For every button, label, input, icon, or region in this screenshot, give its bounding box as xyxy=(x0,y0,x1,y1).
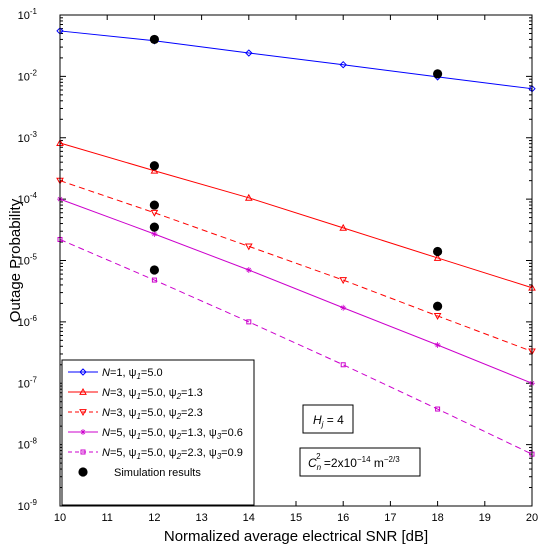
annotation-box xyxy=(299,447,421,477)
series-line xyxy=(59,239,533,455)
triangle-down-marker xyxy=(339,277,348,285)
star-marker xyxy=(340,304,347,311)
triangle-down-marker xyxy=(79,409,87,417)
square-marker xyxy=(151,277,157,283)
x-tick-label: 19 xyxy=(479,512,491,524)
y-axis-title: Outage Probability xyxy=(7,198,24,322)
star-marker xyxy=(151,231,158,238)
tick-labels: 10 11 12 13 14 15 16 17 18 19 2010-910-810-710-610… xyxy=(18,7,539,524)
triangle-up-marker xyxy=(244,193,253,201)
series-line xyxy=(59,198,533,384)
x-tick-label: 10 xyxy=(54,512,66,524)
x-tick-label: 18 xyxy=(431,512,443,524)
x-tick-label: 16 xyxy=(337,512,349,524)
legend-label: N=3, ψ1=5.0, ψ2=1.3 xyxy=(102,387,203,401)
triangle-down-marker xyxy=(150,209,159,217)
plot-frame xyxy=(59,14,533,507)
triangle-up-marker xyxy=(79,387,87,395)
x-axis-title: Normalized average electrical SNR [dB] xyxy=(164,528,428,545)
star-marker xyxy=(434,341,441,348)
simulation-point xyxy=(78,467,88,477)
x-tick-label: 14 xyxy=(243,512,255,524)
simulation-points-layer xyxy=(149,34,443,311)
diamond-marker xyxy=(79,368,87,376)
legend-label: N=5, ψ1=5.0, ψ2=1.3, ψ3=0.6 xyxy=(102,427,243,441)
star-marker xyxy=(80,429,86,435)
annotations: Hj = 4 Cn2 =2x10−14 m−2/3 xyxy=(299,404,421,477)
series-line xyxy=(59,142,533,289)
x-tick-label: 13 xyxy=(195,512,207,524)
triangle-up-marker xyxy=(339,223,348,231)
annotation-cn2: Cn2 =2x10−14 m−2/3 xyxy=(308,452,400,472)
annotation-box xyxy=(302,404,354,434)
simulation-point xyxy=(149,222,159,232)
diamond-marker xyxy=(245,49,253,57)
annotation-hj: Hj = 4 xyxy=(313,413,344,429)
triangle-down-marker xyxy=(433,313,442,320)
star-marker xyxy=(245,267,252,274)
series-line xyxy=(59,30,533,90)
square-marker xyxy=(340,362,346,368)
x-tick-label: 17 xyxy=(384,512,396,524)
legend-label: Simulation results xyxy=(114,467,201,479)
x-tick-label: 20 xyxy=(526,512,538,524)
x-tick-label: 11 xyxy=(101,512,112,524)
triangle-up-marker xyxy=(150,166,159,174)
square-marker xyxy=(435,406,441,412)
simulation-point xyxy=(433,301,443,311)
simulation-point xyxy=(433,246,443,257)
square-marker xyxy=(246,319,252,325)
x-tick-label: 15 xyxy=(290,512,302,524)
legend: N=1, ψ1=5.0 N=3, ψ1=5.0, ψ2=1.3 N=3, ψ1=5.… xyxy=(61,359,255,506)
triangle-up-marker xyxy=(433,253,442,261)
legend-label: N=1, ψ1=5.0 xyxy=(102,367,163,381)
legend-label: N=5, ψ1=5.0, ψ2=2.3, ψ3=0.9 xyxy=(102,447,243,461)
x-tick-label: 12 xyxy=(148,512,160,524)
square-marker xyxy=(80,449,86,455)
legend-label: N=3, ψ1=5.0, ψ2=2.3 xyxy=(102,407,203,421)
simulation-point xyxy=(149,200,159,210)
triangle-down-marker xyxy=(244,243,253,251)
simulation-point xyxy=(149,161,159,171)
simulation-point xyxy=(149,34,159,45)
simulation-point xyxy=(433,69,443,79)
simulation-point xyxy=(149,265,159,275)
diamond-marker xyxy=(339,60,347,69)
series-line xyxy=(59,180,533,352)
